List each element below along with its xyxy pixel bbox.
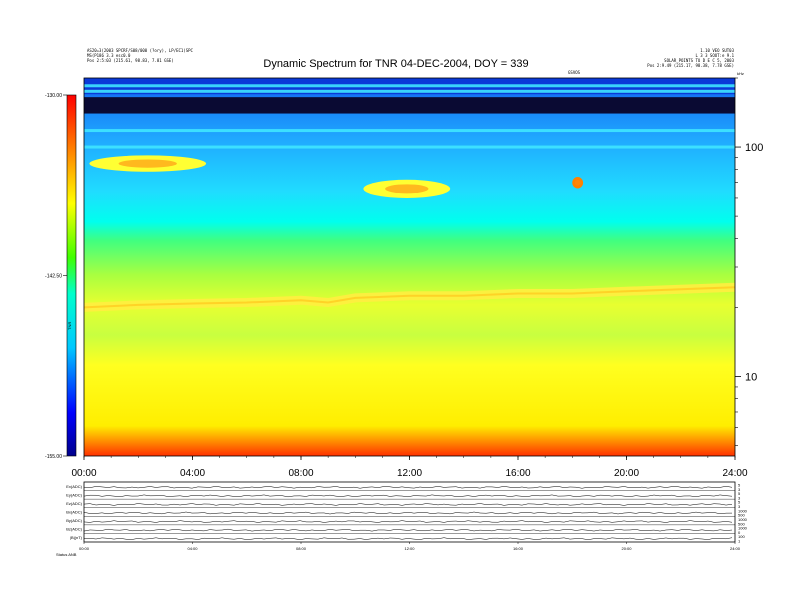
freq-tick-label: 10	[745, 371, 757, 383]
time-tick-label: 12:00	[397, 468, 422, 479]
time-axis: 00:00 04:00 08:00 12:00 16:00 20:00 24:00	[71, 456, 748, 479]
lower-time-tick-label: 08:00	[296, 546, 307, 551]
time-tick-label: 08:00	[288, 468, 313, 479]
chart-title: Dynamic Spectrum for TNR 04-DEC-2004, DO…	[263, 58, 529, 70]
radio-burst-core	[118, 159, 177, 168]
lower-time-tick-label: 20:00	[621, 546, 632, 551]
lower-right-tick-label: 3	[738, 487, 741, 492]
lower-right-tick-label: 5	[738, 483, 741, 488]
lower-row-label: Bz(ADC)	[66, 527, 82, 532]
lower-row-trace	[83, 511, 733, 515]
lower-row-trace	[83, 528, 733, 532]
header-left-line: Pos 2:5:03 (215.61, 98.83, 7.81 GSE)	[87, 58, 174, 63]
lower-row-label: Bx(ADC)	[66, 510, 82, 515]
spectrum-line	[84, 145, 735, 149]
lower-row-trace	[83, 494, 733, 498]
lower-right-tick-label: 3	[738, 504, 741, 509]
lower-right-tick-label: 1000	[738, 508, 748, 513]
time-tick-label: 16:00	[505, 468, 530, 479]
header-right-line: L 3 3 SOOT:e 9.1	[695, 53, 734, 58]
colorbar	[66, 94, 77, 457]
lower-right-tick-label: 1	[738, 539, 741, 544]
spectrum-line	[84, 84, 735, 88]
lower-time-tick-label: 00:00	[79, 546, 90, 551]
header-right-line: SOLAR_POINTS TU D E C 5, 2003	[664, 58, 734, 63]
header-left-info: AS20=3(2003 SPCRF/S08/000 (?ory), LP/EC1…	[87, 48, 193, 63]
colorbar-label: TNR	[67, 322, 72, 330]
time-tick-label: 24:00	[722, 468, 747, 479]
header-right-line: Pos 2:9.49 (215.17, 98.38, 7.78 GSE)	[647, 63, 734, 68]
lower-right-tick-label: 0	[738, 530, 741, 535]
lower-row-trace	[83, 503, 733, 506]
lower-row-trace	[83, 486, 733, 489]
spectrum-line	[84, 89, 735, 93]
radio-burst-core	[385, 184, 429, 194]
lower-time-tick-label: 24:00	[730, 546, 741, 551]
lower-row-label: |B|(nT)	[70, 535, 83, 540]
colorbar-tick-label: -142.50	[45, 274, 62, 280]
colorbar-tick-label: -130.00	[45, 93, 62, 99]
mid-label: GSVOS	[568, 70, 581, 75]
freq-unit-label: kHz	[737, 71, 744, 76]
colorbar-ticks: -130.00 -142.50 -155.00	[45, 93, 67, 460]
header-left-line: AS20=3(2003 SPCRF/S08/000 (?ory), LP/EC1…	[87, 48, 193, 53]
lower-row-label: By(ADC)	[66, 518, 82, 523]
lower-right-tick-label: 3	[738, 495, 741, 500]
lower-right-tick-label: 500	[738, 521, 745, 526]
lower-row-trace	[83, 520, 733, 523]
lower-right-tick-label: 5	[738, 491, 741, 496]
lower-time-tick-label: 16:00	[513, 546, 524, 551]
lower-row-label: Ez(ADC)	[66, 501, 82, 506]
freq-tick-label: 100	[745, 142, 763, 154]
lower-right-tick-label: 1000	[738, 517, 748, 522]
header-left-line: MS(P186 3.3 esc0.0	[87, 53, 131, 58]
radio-burst-core	[574, 179, 581, 186]
spectrum-line	[84, 129, 735, 133]
header-right-line: 1.10 VEO SUT03	[700, 48, 734, 53]
spectrum-area	[84, 78, 735, 456]
lower-panel: Ex(ADC) Ey(ADC) Ez(ADC) Bx(ADC) By(ADC) Bz(AD…	[56, 481, 748, 557]
time-tick-label: 20:00	[614, 468, 639, 479]
frequency-axis: 100 10 kHz	[735, 71, 763, 446]
lower-right-tick-label: 5	[738, 500, 741, 505]
spectrum-band	[84, 97, 735, 114]
plasma-line-core	[84, 286, 735, 309]
lower-row-label: Ey(ADC)	[66, 492, 82, 497]
lower-footer: Status ANB	[56, 552, 77, 557]
lower-row-label: Ex(ADC)	[66, 484, 82, 489]
lower-time-tick-label: 12:00	[404, 546, 415, 551]
lower-right-tick-label: 500	[738, 513, 745, 518]
header-right-info: 1.10 VEO SUT03 L 3 3 SOOT:e 9.1 SOLAR_PO…	[647, 48, 734, 68]
time-tick-label: 00:00	[71, 468, 96, 479]
colorbar-tick-label: -155.00	[45, 454, 62, 460]
lower-right-tick-label: 1000	[738, 526, 748, 531]
spectrum-background	[84, 78, 735, 456]
lower-panel-frame	[83, 481, 736, 543]
lower-row-trace	[83, 537, 733, 540]
lower-right-tick-label: 100	[738, 534, 745, 539]
time-tick-label: 04:00	[180, 468, 205, 479]
lower-time-tick-label: 04:00	[187, 546, 198, 551]
